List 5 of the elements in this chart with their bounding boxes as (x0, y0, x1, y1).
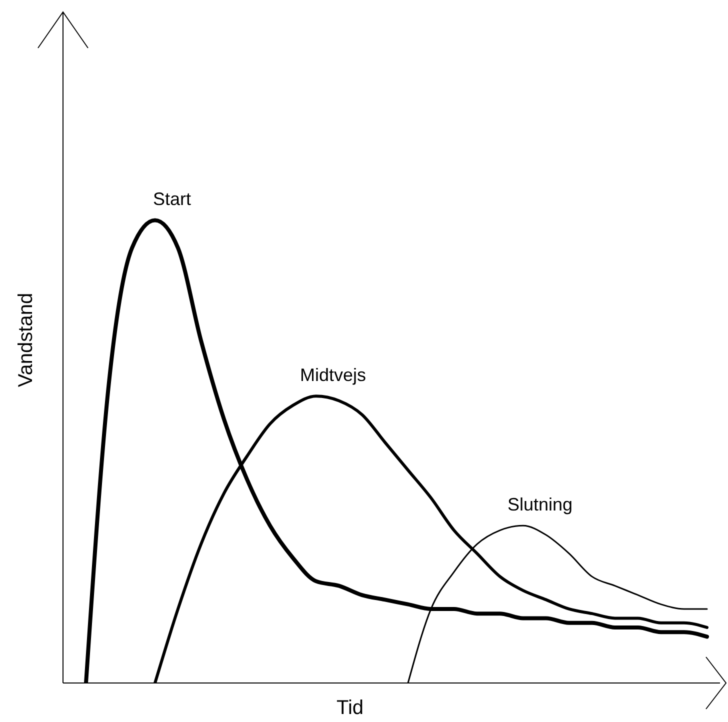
x-axis-title: Tid (336, 697, 364, 719)
series-label: Slutning (507, 494, 573, 515)
series-label: Midtvejs (300, 365, 366, 386)
y-axis-title: Vandstand (15, 292, 37, 388)
series-label: Start (152, 189, 192, 210)
